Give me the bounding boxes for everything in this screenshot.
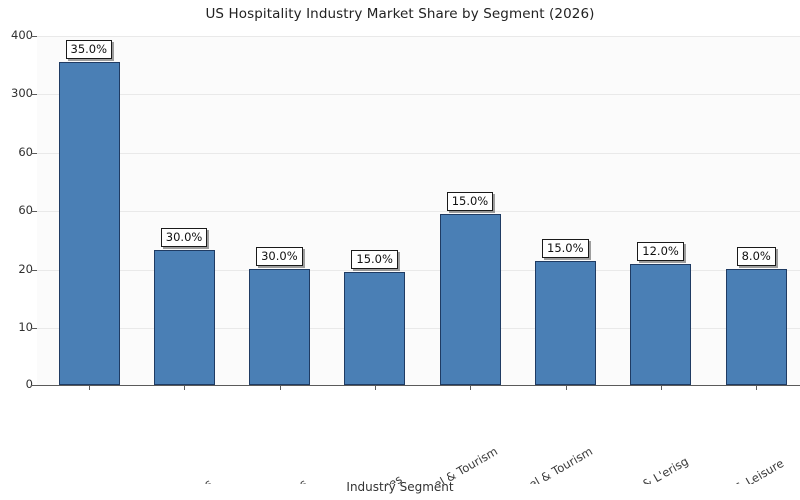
x-axis-tick-label: Travel & Tourism xyxy=(410,443,500,485)
x-axis-line xyxy=(37,385,800,386)
gridline xyxy=(37,211,800,212)
gridline xyxy=(37,328,800,329)
bar-value-label: 12.0% xyxy=(637,242,684,261)
bar[interactable] xyxy=(58,62,120,385)
x-axis-tick-mark xyxy=(89,385,90,390)
chart-title: US Hospitality Industry Market Share by … xyxy=(205,6,595,22)
bar-value-label: 15.0% xyxy=(446,192,494,211)
x-axis-tick-mark xyxy=(566,385,567,390)
gridline xyxy=(37,36,800,37)
y-axis-tick-label: 400 xyxy=(11,28,33,42)
x-axis-tick-label: Travel & Tourism xyxy=(505,443,596,485)
x-axis-tick-mark xyxy=(280,385,281,390)
y-axis-tick-label: 10 xyxy=(18,320,33,334)
bar-value-label: 35.0% xyxy=(65,40,113,59)
bar[interactable] xyxy=(535,261,596,385)
bar-value-label: 15.0% xyxy=(542,239,589,258)
bar[interactable] xyxy=(630,264,692,385)
y-axis-tick-label: 60 xyxy=(18,203,33,217)
y-axis-tick-mark xyxy=(31,153,37,154)
x-axis-tick-mark xyxy=(470,385,471,390)
y-axis-tick-mark xyxy=(31,270,37,271)
y-axis-tick-mark xyxy=(31,211,37,212)
gridline xyxy=(37,94,800,95)
bar[interactable] xyxy=(439,214,501,385)
plot-area xyxy=(37,36,800,385)
x-axis-tick-mark xyxy=(184,385,185,390)
gridline xyxy=(37,153,800,154)
bar[interactable] xyxy=(249,269,311,385)
bar[interactable] xyxy=(153,250,215,385)
y-axis-tick-mark xyxy=(31,36,37,37)
y-axis-tick-label: 20 xyxy=(18,262,33,276)
x-axis-tick-mark xyxy=(756,385,757,390)
y-axis-tick-mark xyxy=(31,385,37,386)
x-axis-tick-mark xyxy=(661,385,662,390)
y-axis-tick-mark xyxy=(31,328,37,329)
x-axis-title: Industry Segment xyxy=(346,480,454,494)
y-axis-tick-label: 0 xyxy=(25,377,33,391)
bar-value-label: 30.0% xyxy=(160,228,208,247)
y-axis-tick-mark xyxy=(31,94,37,95)
bar-value-label: 30.0% xyxy=(256,247,303,266)
bar[interactable] xyxy=(725,269,787,385)
gridline xyxy=(37,270,800,271)
bar-value-label: 15.0% xyxy=(351,250,398,269)
x-axis-tick-labels: Hotels & AccommondationsHotels & Accommo… xyxy=(0,388,800,484)
x-axis-tick-mark xyxy=(375,385,376,390)
bar-value-label: 8.0% xyxy=(736,247,776,266)
bar[interactable] xyxy=(344,272,406,385)
y-axis-tick-label: 300 xyxy=(11,86,33,100)
y-axis-tick-label: 60 xyxy=(18,145,33,159)
